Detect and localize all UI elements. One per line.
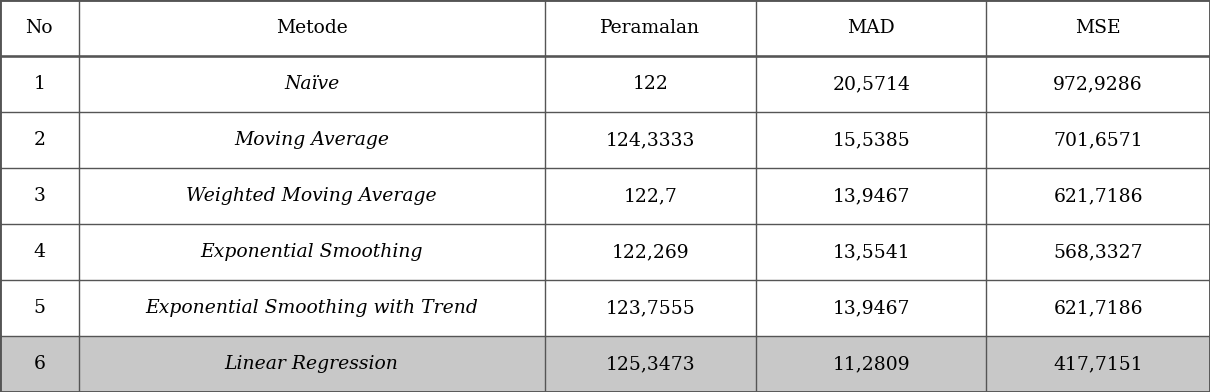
Text: Metode: Metode	[276, 19, 347, 37]
Text: 701,6571: 701,6571	[1053, 131, 1143, 149]
Text: Peramalan: Peramalan	[600, 19, 701, 37]
Text: 972,9286: 972,9286	[1053, 75, 1143, 93]
Text: 621,7186: 621,7186	[1054, 187, 1142, 205]
Text: 6: 6	[34, 355, 45, 373]
Bar	[0, 56, 1210, 112]
Text: 13,9467: 13,9467	[832, 187, 910, 205]
Text: 2: 2	[34, 131, 45, 149]
Text: 4: 4	[34, 243, 45, 261]
Text: No: No	[25, 19, 53, 37]
Bar	[0, 0, 1210, 56]
Text: 1: 1	[34, 75, 45, 93]
Text: Naïve: Naïve	[284, 75, 339, 93]
Text: 20,5714: 20,5714	[832, 75, 910, 93]
Text: 125,3473: 125,3473	[605, 355, 696, 373]
Text: Exponential Smoothing: Exponential Smoothing	[201, 243, 422, 261]
Text: MSE: MSE	[1076, 19, 1120, 37]
Text: 124,3333: 124,3333	[606, 131, 695, 149]
Text: Linear Regression: Linear Regression	[225, 355, 398, 373]
Text: 122: 122	[633, 75, 668, 93]
Text: Weighted Moving Average: Weighted Moving Average	[186, 187, 437, 205]
Text: Moving Average: Moving Average	[234, 131, 390, 149]
Text: 3: 3	[34, 187, 45, 205]
Text: Exponential Smoothing with Trend: Exponential Smoothing with Trend	[145, 299, 478, 317]
Text: 123,7555: 123,7555	[605, 299, 696, 317]
Bar	[0, 280, 1210, 336]
Text: 15,5385: 15,5385	[832, 131, 910, 149]
Text: 122,7: 122,7	[623, 187, 678, 205]
Text: 122,269: 122,269	[611, 243, 690, 261]
Text: 417,7151: 417,7151	[1053, 355, 1143, 373]
Text: 11,2809: 11,2809	[832, 355, 910, 373]
Bar	[0, 112, 1210, 168]
Text: 568,3327: 568,3327	[1053, 243, 1143, 261]
Bar	[0, 336, 1210, 392]
Bar	[0, 168, 1210, 224]
Text: 13,5541: 13,5541	[832, 243, 910, 261]
Text: 13,9467: 13,9467	[832, 299, 910, 317]
Text: 621,7186: 621,7186	[1054, 299, 1142, 317]
Text: 5: 5	[34, 299, 45, 317]
Bar	[0, 224, 1210, 280]
Text: MAD: MAD	[847, 19, 895, 37]
